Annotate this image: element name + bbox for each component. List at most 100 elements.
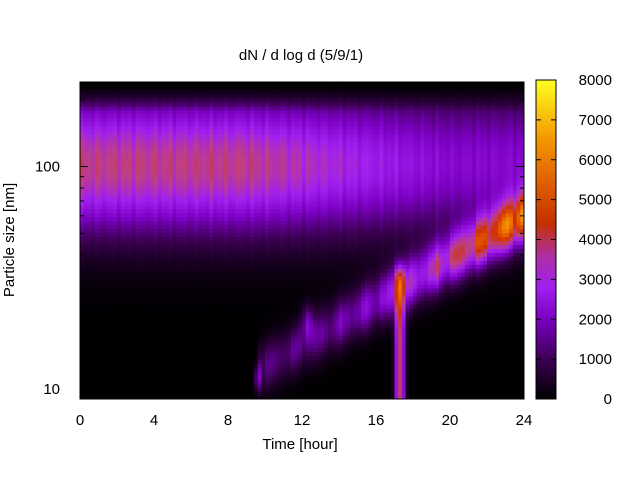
heatmap-cell [124, 244, 129, 250]
heatmap-cell [224, 228, 229, 234]
heatmap-cell [124, 343, 129, 349]
heatmap-cell [224, 276, 229, 281]
heatmap-cell [294, 204, 299, 210]
heatmap-cell [290, 204, 296, 210]
heatmap-cell [302, 224, 307, 230]
heatmap-cell [228, 220, 233, 226]
heatmap-cell [83, 240, 88, 246]
heatmap-cell [198, 173, 203, 178]
heatmap-cell [239, 379, 244, 384]
heatmap-cell [198, 272, 203, 277]
heatmap-cell [109, 391, 114, 396]
heatmap-cell [302, 311, 307, 317]
heatmap-cell [142, 288, 148, 293]
heatmap-cell [268, 101, 273, 107]
heatmap-cell [205, 284, 211, 289]
heatmap-cell [154, 331, 159, 337]
heatmap-cell [165, 169, 170, 174]
heatmap-cell [131, 311, 137, 317]
heatmap-cell [168, 208, 174, 214]
heatmap-cell [165, 89, 170, 95]
heatmap-cell [176, 252, 181, 257]
heatmap-cell [194, 228, 199, 234]
heatmap-cell [265, 137, 270, 143]
heatmap-cell [305, 311, 310, 317]
heatmap-cell [242, 244, 248, 250]
heatmap-cell [120, 383, 125, 388]
heatmap-cell [209, 204, 214, 210]
heatmap-cell [231, 284, 236, 289]
heatmap-cell [94, 363, 100, 368]
heatmap-cell [261, 101, 266, 107]
heatmap-cell [80, 323, 85, 329]
heatmap-cell [124, 169, 129, 174]
heatmap-cell [102, 248, 107, 253]
heatmap-cell [91, 204, 96, 210]
heatmap-cell [91, 295, 96, 301]
heatmap-cell [261, 268, 266, 273]
heatmap-cell [120, 157, 125, 162]
heatmap-cell [124, 113, 129, 119]
heatmap-cell [239, 188, 244, 194]
heatmap-cell [302, 121, 307, 127]
heatmap-cell [228, 181, 233, 186]
heatmap-cell [142, 307, 148, 313]
heatmap-cell [187, 311, 192, 317]
heatmap-cell [265, 224, 270, 230]
heatmap-cell [198, 327, 203, 333]
heatmap-cell [298, 268, 303, 273]
heatmap-cell [205, 204, 211, 210]
heatmap-cell [179, 244, 185, 250]
heatmap-cell [198, 391, 203, 396]
heatmap-cell [142, 101, 148, 107]
heatmap-cell [305, 149, 310, 154]
heatmap-cell [135, 109, 140, 115]
heatmap-cell [168, 101, 174, 107]
heatmap-cell [80, 295, 85, 301]
heatmap-cell [179, 240, 185, 246]
heatmap-cell [168, 383, 174, 388]
heatmap-cell [194, 359, 199, 364]
heatmap-cell [124, 359, 129, 364]
heatmap-cell [239, 244, 244, 250]
heatmap-cell [91, 276, 96, 281]
heatmap-cell [87, 181, 92, 186]
heatmap-cell [276, 363, 281, 368]
heatmap-cell [198, 161, 203, 166]
heatmap-cell [205, 355, 211, 360]
heatmap-cell [198, 299, 203, 305]
heatmap-cell [213, 367, 218, 372]
heatmap-cell [135, 260, 140, 265]
heatmap-cell [194, 351, 199, 357]
heatmap-cell [168, 181, 174, 186]
heatmap-cell [142, 260, 148, 265]
heatmap-cell [228, 109, 233, 115]
heatmap-cell [220, 240, 225, 246]
heatmap-cell [179, 224, 185, 230]
heatmap-cell [290, 224, 296, 230]
heatmap-cell [298, 153, 303, 158]
heatmap-cell [105, 129, 111, 135]
heatmap-cell [80, 153, 85, 158]
heatmap-cell [128, 359, 133, 364]
heatmap-cell [216, 299, 222, 305]
heatmap-cell [183, 125, 188, 131]
heatmap-cell [120, 232, 125, 238]
heatmap-cell [91, 200, 96, 206]
heatmap-cell [276, 165, 281, 170]
heatmap-cell [183, 185, 188, 190]
heatmap-cell [220, 117, 225, 123]
heatmap-cell [283, 129, 288, 135]
heatmap-cell [146, 145, 151, 150]
heatmap-cell [80, 200, 85, 206]
heatmap-cell [109, 256, 114, 261]
heatmap-cell [250, 185, 255, 190]
heatmap-cell [235, 375, 240, 380]
heatmap-cell [120, 85, 125, 91]
heatmap-cell [283, 292, 288, 297]
heatmap-cell [205, 244, 211, 250]
heatmap-cell [205, 323, 211, 329]
heatmap-cell [131, 395, 137, 399]
heatmap-cell [142, 204, 148, 210]
heatmap-cell [257, 165, 262, 170]
